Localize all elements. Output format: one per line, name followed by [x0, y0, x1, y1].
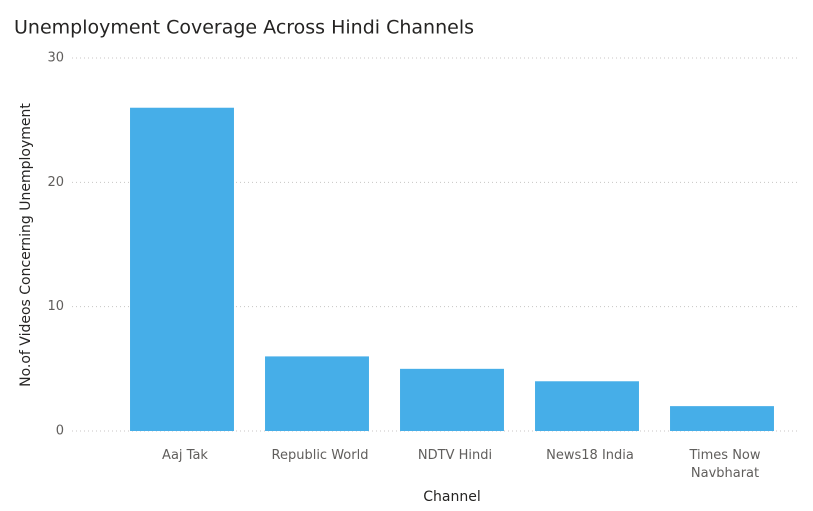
x-tick-label: Times Now Navbharat — [689, 448, 761, 481]
bar — [670, 406, 774, 431]
bar — [130, 107, 234, 431]
bar — [265, 356, 369, 431]
chart-title: Unemployment Coverage Across Hindi Chann… — [14, 17, 474, 39]
y-tick-label: 0 — [56, 424, 64, 439]
x-tick-label: News18 India — [546, 448, 634, 463]
y-axis-title: No.of Videos Concerning Unemployment — [18, 103, 34, 387]
x-tick-label: NDTV Hindi — [417, 448, 493, 463]
x-tick-label: Aaj Tak — [162, 448, 208, 463]
y-tick-label: 10 — [47, 299, 64, 314]
bar — [535, 381, 639, 431]
x-axis-title: Channel — [423, 489, 480, 505]
bar — [400, 368, 504, 431]
x-tick-label: Republic World — [271, 448, 369, 463]
y-tick-label: 20 — [47, 175, 64, 190]
y-tick-label: 30 — [47, 51, 64, 66]
